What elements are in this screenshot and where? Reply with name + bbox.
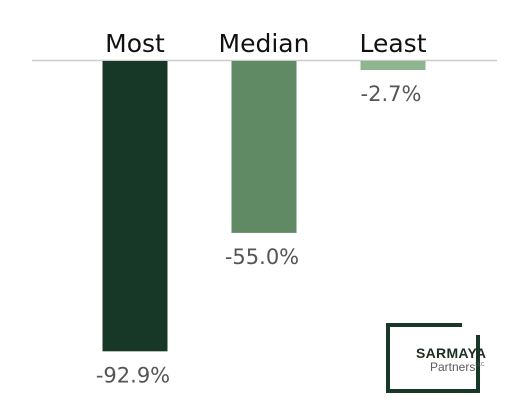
- sarmaya-partners-logo: SARMAYA PartnersLLC: [386, 323, 492, 393]
- category-label-most: Most: [105, 29, 165, 58]
- category-label-least: Least: [359, 29, 426, 58]
- logo-wordmark: SARMAYA: [416, 345, 487, 361]
- logo-tm: LLC: [475, 362, 485, 368]
- category-label-median: Median: [219, 29, 310, 58]
- value-label-most: -92.9%: [96, 363, 170, 387]
- bar-least: [360, 61, 426, 70]
- value-label-median: -55.0%: [225, 245, 299, 269]
- bar-most: [102, 61, 168, 352]
- logo-frame-icon: [386, 323, 480, 393]
- value-label-least: -2.7%: [361, 82, 422, 106]
- bar-median: [231, 61, 297, 233]
- logo-subtitle-text: Partners: [430, 360, 476, 374]
- logo-subtitle: PartnersLLC: [430, 360, 485, 374]
